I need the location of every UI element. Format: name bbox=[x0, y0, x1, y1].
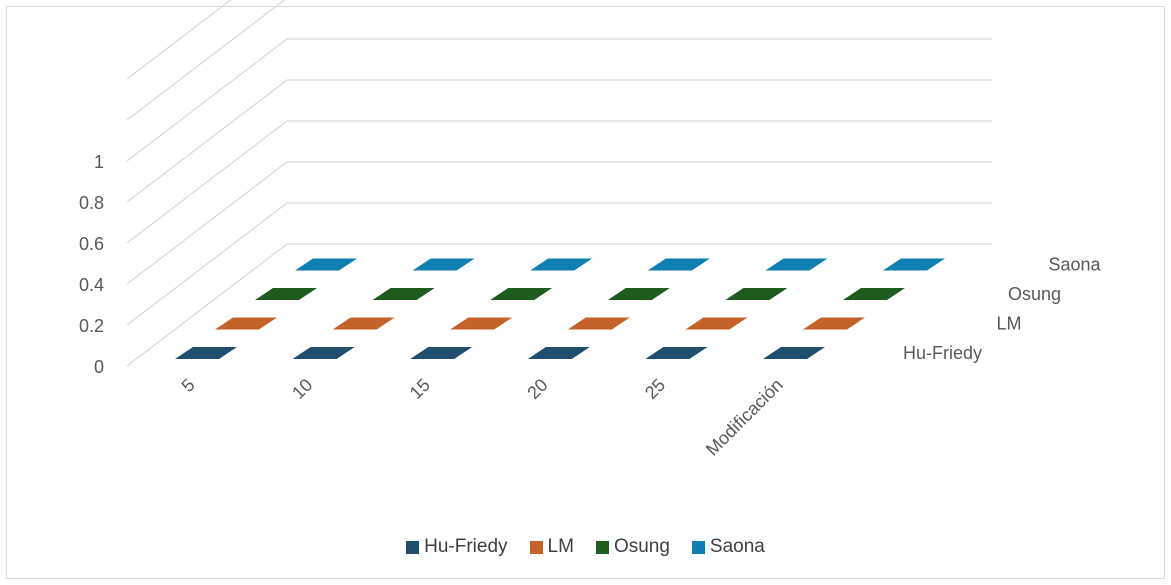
z-tick-label: 0.2 bbox=[79, 316, 104, 336]
legend-label: Osung bbox=[613, 536, 670, 557]
bar-hu-friedy-0 bbox=[175, 347, 237, 359]
gridline-side-1 bbox=[126, 202, 288, 326]
x-tick-label: 5 bbox=[178, 375, 199, 396]
bar-osung-0 bbox=[255, 288, 317, 300]
chart-frame bbox=[6, 6, 1165, 579]
x-axis-ticks: 5 10 15 20 25 Modificación bbox=[178, 375, 787, 460]
z-tick-label: 0 bbox=[94, 357, 104, 377]
bars bbox=[175, 258, 945, 359]
bar-saona-3 bbox=[647, 258, 710, 271]
gridline-side-extra bbox=[126, 0, 286, 121]
z-tick-label: 0.6 bbox=[79, 234, 104, 254]
bar-hu-friedy-2 bbox=[410, 347, 473, 359]
bar-hu-friedy-3 bbox=[527, 347, 590, 359]
bar-lm-4 bbox=[685, 317, 748, 330]
legend-swatch bbox=[595, 540, 609, 554]
legend-swatch bbox=[529, 540, 543, 554]
depth-tick-label: Hu-Friedy bbox=[903, 343, 982, 363]
gridline-side-3 bbox=[126, 120, 288, 244]
bar-osung-4 bbox=[725, 288, 788, 300]
z-tick-label: 1 bbox=[94, 152, 104, 172]
depth-tick-label: Saona bbox=[1048, 255, 1101, 275]
bar-hu-friedy-4 bbox=[645, 347, 708, 359]
z-tick-label: 0.8 bbox=[79, 193, 104, 213]
gridlines bbox=[126, 0, 992, 367]
legend-label: LM bbox=[547, 536, 574, 557]
x-tick-label: 10 bbox=[288, 375, 316, 403]
legend: Hu-Friedy LM Osung Saona bbox=[0, 536, 1171, 558]
bar-hu-friedy-1 bbox=[292, 347, 355, 359]
x-tick-label: 20 bbox=[523, 375, 551, 403]
legend-swatch bbox=[406, 540, 420, 554]
gridline-side-4 bbox=[126, 79, 288, 203]
z-axis-ticks: 0 0.2 0.4 0.6 0.8 1 bbox=[79, 152, 104, 377]
x-tick-label: 25 bbox=[641, 375, 669, 403]
bar-saona-0 bbox=[295, 258, 357, 271]
depth-axis-labels: Hu-Friedy LM Osung Saona bbox=[903, 255, 1101, 364]
depth-tick-label: Osung bbox=[1008, 284, 1061, 304]
legend-label: Saona bbox=[709, 536, 765, 557]
legend-label: Hu-Friedy bbox=[424, 536, 508, 557]
bar-lm-5 bbox=[803, 317, 865, 330]
bar-lm-3 bbox=[567, 317, 630, 330]
legend-item: Osung bbox=[595, 536, 670, 558]
legend-item: Hu-Friedy bbox=[406, 536, 508, 558]
x-tick-label: Modificación bbox=[702, 375, 787, 460]
bar-hu-friedy-5 bbox=[763, 347, 825, 359]
gridline-side-extra bbox=[126, 0, 232, 80]
legend-swatch bbox=[691, 540, 705, 554]
bar-osung-1 bbox=[372, 288, 435, 300]
legend-item: Saona bbox=[691, 536, 765, 558]
z-tick-label: 0.4 bbox=[79, 275, 104, 295]
bar-osung-3 bbox=[607, 288, 670, 300]
legend-item: LM bbox=[529, 536, 574, 558]
bar-lm-2 bbox=[450, 317, 513, 330]
bar-osung-2 bbox=[490, 288, 553, 300]
bar-saona-1 bbox=[412, 258, 475, 271]
depth-tick-label: LM bbox=[996, 314, 1021, 334]
gridline-side-2 bbox=[126, 161, 288, 285]
bar-osung-5 bbox=[843, 288, 905, 300]
bar-saona-2 bbox=[530, 258, 593, 271]
bar-saona-5 bbox=[883, 258, 945, 271]
gridline-side-5 bbox=[126, 38, 288, 162]
bar-lm-0 bbox=[215, 317, 277, 330]
bar-saona-4 bbox=[765, 258, 828, 271]
x-tick-label: 15 bbox=[406, 375, 434, 403]
bar-lm-1 bbox=[332, 317, 395, 330]
gridline-side-0 bbox=[126, 243, 288, 367]
